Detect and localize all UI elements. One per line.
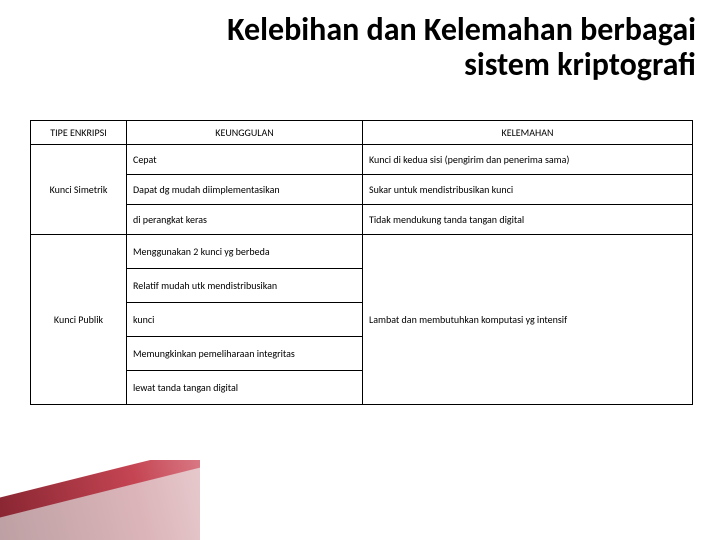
table-row: Dapat dg mudah diimplementasikan Sukar u…: [31, 175, 693, 205]
table-row: Kunci Simetrik Cepat Kunci di kedua sisi…: [31, 145, 693, 175]
title-line-2: sistem kriptografi: [464, 45, 696, 84]
header-weakness: KELEMAHAN: [363, 121, 693, 145]
type-public: Kunci Publik: [31, 235, 127, 405]
page-title: Kelebihan dan Kelemahan berbagai sistem …: [0, 0, 720, 82]
sym-dis-2: Sukar untuk mendistribusikan kunci: [363, 175, 693, 205]
table-header-row: TIPE ENKRIPSI KEUNGGULAN KELEMAHAN: [31, 121, 693, 145]
header-advantage: KEUNGGULAN: [127, 121, 363, 145]
pub-adv-5: lewat tanda tangan digital: [127, 371, 363, 405]
sym-adv-2: Dapat dg mudah diimplementasikan: [127, 175, 363, 205]
sym-adv-1: Cepat: [127, 145, 363, 175]
decorative-wedge: [0, 460, 200, 540]
sym-adv-3: di perangkat keras: [127, 205, 363, 235]
pub-adv-3: kunci: [127, 303, 363, 337]
pub-adv-1: Menggunakan 2 kunci yg berbeda: [127, 235, 363, 269]
table-row: Kunci Publik Menggunakan 2 kunci yg berb…: [31, 235, 693, 269]
sym-dis-3: Tidak mendukung tanda tangan digital: [363, 205, 693, 235]
table-row: di perangkat keras Tidak mendukung tanda…: [31, 205, 693, 235]
sym-dis-1: Kunci di kedua sisi (pengirim dan peneri…: [363, 145, 693, 175]
header-type: TIPE ENKRIPSI: [31, 121, 127, 145]
title-line-1: Kelebihan dan Kelemahan berbagai: [227, 10, 696, 49]
pub-dis: Lambat dan membutuhkan komputasi yg inte…: [363, 235, 693, 405]
comparison-table-wrapper: TIPE ENKRIPSI KEUNGGULAN KELEMAHAN Kunci…: [30, 120, 692, 405]
pub-adv-4: Memungkinkan pemeliharaan integritas: [127, 337, 363, 371]
pub-adv-2: Relatif mudah utk mendistribusikan: [127, 269, 363, 303]
type-symmetric: Kunci Simetrik: [31, 145, 127, 235]
comparison-table: TIPE ENKRIPSI KEUNGGULAN KELEMAHAN Kunci…: [30, 120, 693, 405]
